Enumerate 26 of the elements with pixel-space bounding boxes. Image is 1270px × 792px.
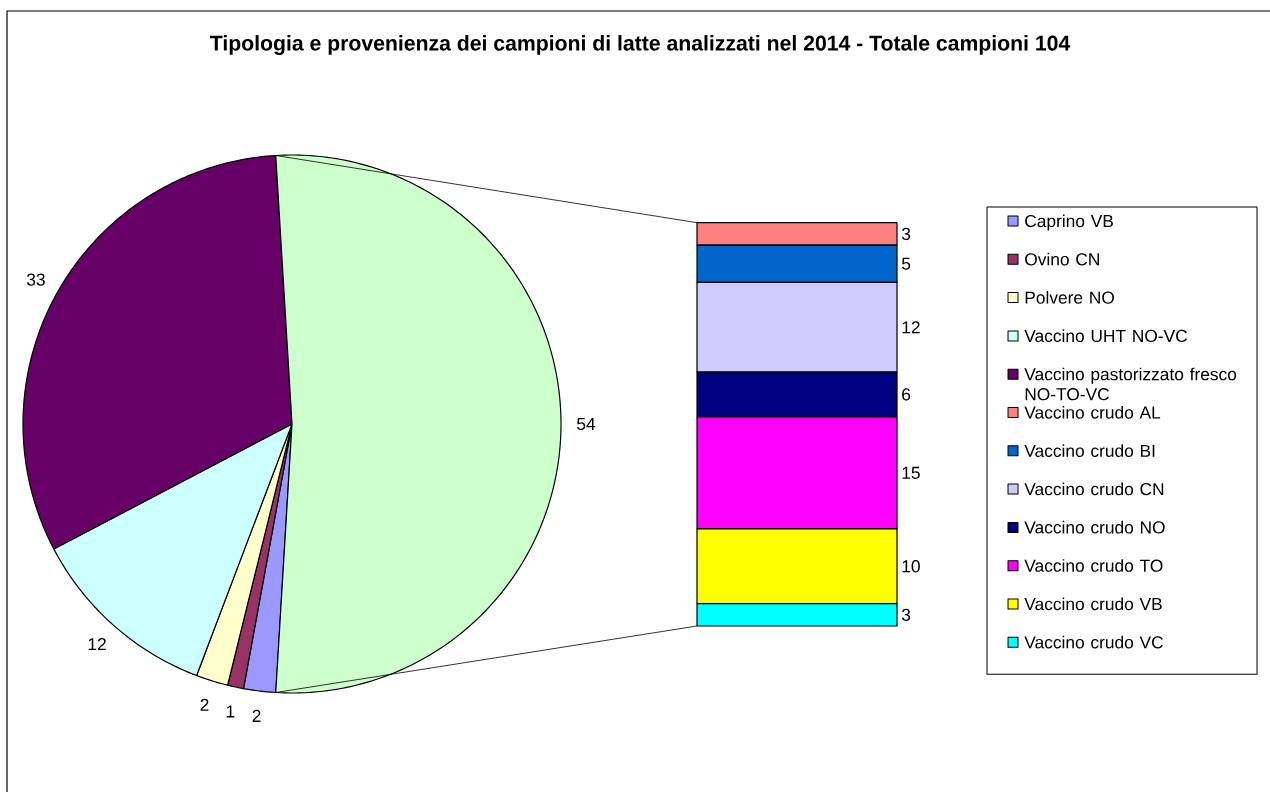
data-label: 3: [901, 608, 911, 621]
legend-label: Vaccino crudo NO: [1024, 520, 1165, 534]
data-label: 33: [26, 273, 45, 286]
data-label: 2: [252, 709, 261, 722]
data-label: 3: [901, 227, 911, 241]
legend-label: Ovino CN: [1025, 252, 1099, 266]
data-label: 5: [901, 257, 911, 270]
legend-label: Vaccino crudo VB: [1024, 597, 1162, 611]
legend-label: Vaccino crudo CN: [1024, 482, 1164, 496]
data-label: 6: [902, 388, 911, 401]
data-label: 12: [902, 321, 920, 334]
legend-label: Vaccino crudo VC: [1024, 635, 1163, 649]
data-label: 15: [902, 466, 920, 479]
legend-label: Vaccino crudo TO: [1024, 559, 1163, 572]
chart-title: Tipologia e provenienza dei campioni di latte analizzati nel 2014 - Totale campioni 104: [210, 35, 1071, 55]
legend-label: Polvere NO: [1025, 291, 1114, 304]
data-label: 1: [226, 705, 235, 718]
legend-label: Vaccino crudo BI: [1024, 444, 1155, 457]
data-label: 54: [577, 417, 596, 431]
legend-label: Vaccino crudo AL: [1024, 405, 1161, 419]
legend-label: Vaccino pastorizzato fresco NO-TO-VC: [1024, 367, 1237, 401]
legend-label: Caprino VB: [1025, 214, 1113, 231]
legend-label: Vaccino UHT NO-VC: [1024, 329, 1188, 343]
data-label: 2: [200, 698, 209, 711]
data-label: 10: [902, 560, 920, 573]
data-label: 12: [88, 638, 106, 651]
